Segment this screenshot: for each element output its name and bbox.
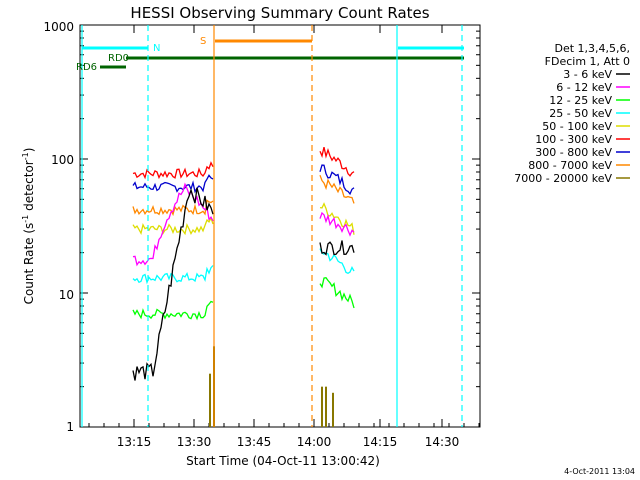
y-tick-labels: 1 10 100 1000 [43, 20, 74, 434]
series-line-5-seg1 [132, 161, 214, 180]
series-line-1-seg1 [132, 182, 214, 267]
x-tick-label-1430: 14:30 [425, 435, 460, 449]
x-axis-label: Start Time (04-Oct-11 13:00:42) [186, 454, 380, 468]
series-bands [132, 147, 355, 427]
y-axis-label-part3: ) [22, 148, 36, 153]
marker-label-rd6: RD6 [76, 62, 97, 73]
legend: Det 1,3,4,5,6, FDecim 1, Att 0 3 - 6 keV… [514, 42, 630, 185]
series-line-3-seg1 [132, 265, 214, 285]
series-line-1-seg2 [319, 211, 355, 237]
marker-label-s: S [200, 36, 206, 47]
series-line-5-seg2 [319, 147, 355, 177]
y-tick-label-10: 10 [59, 288, 74, 302]
series-line-0-seg2 [319, 240, 355, 256]
series-line-6-seg2 [319, 164, 355, 196]
legend-header-1: Det 1,3,4,5,6, [554, 42, 630, 55]
series-line-7-seg2 [319, 174, 355, 204]
flag-markers [81, 25, 464, 427]
legend-entry-300-800: 300 - 800 keV [535, 146, 612, 159]
legend-entry-3-6: 3 - 6 keV [563, 68, 612, 81]
legend-entry-800-7000: 800 - 7000 keV [528, 159, 612, 172]
y-axis-label-sup2: -1 [21, 152, 30, 160]
series-line-4-seg2 [319, 202, 355, 235]
legend-entry-50-100: 50 - 100 keV [542, 120, 612, 133]
plot-frame [79, 24, 481, 428]
marker-label-n: N [153, 43, 160, 54]
y-axis-label-part1: Count Rate (s [22, 223, 36, 305]
series-line-2-seg2 [319, 276, 355, 309]
legend-entry-6-12: 6 - 12 keV [556, 81, 612, 94]
y-axis-label-part2: detector [22, 160, 36, 215]
y-axis-label: Count Rate (s-1 detector-1) [21, 148, 36, 305]
series-line-4-seg1 [132, 216, 214, 236]
legend-swatches [616, 73, 630, 179]
y-axis-label-sup1: -1 [21, 215, 30, 223]
tick-marks [80, 25, 480, 428]
legend-entry-7000-20000: 7000 - 20000 keV [514, 172, 612, 185]
legend-entry-25-50: 25 - 50 keV [549, 107, 612, 120]
chart-title: HESSI Observing Summary Count Rates [130, 4, 429, 22]
x-tick-label-1330: 13:30 [177, 435, 212, 449]
series-line-2-seg1 [132, 300, 214, 321]
x-tick-label-1315: 13:15 [117, 435, 152, 449]
legend-header-2: FDecim 1, Att 0 [545, 55, 630, 68]
series-line-6-seg1 [132, 174, 214, 194]
x-tick-labels: 13:15 13:30 13:45 14:00 14:15 14:30 [117, 435, 460, 449]
x-tick-label-1415: 14:15 [363, 435, 398, 449]
y-tick-label-1000: 1000 [43, 20, 74, 34]
footer-date: 4-Oct-2011 13:04 [564, 467, 635, 476]
y-tick-label-100: 100 [51, 153, 74, 167]
legend-entry-100-300: 100 - 300 keV [535, 133, 612, 146]
x-tick-label-1345: 13:45 [237, 435, 272, 449]
series-line-0-seg1 [132, 187, 214, 381]
y-tick-label-1: 1 [66, 420, 74, 434]
marker-label-rd0: RD0 [108, 53, 129, 64]
series-line-7-seg1 [132, 199, 214, 217]
x-tick-label-1400: 14:00 [297, 435, 332, 449]
legend-entry-12-25: 12 - 25 keV [549, 94, 612, 107]
